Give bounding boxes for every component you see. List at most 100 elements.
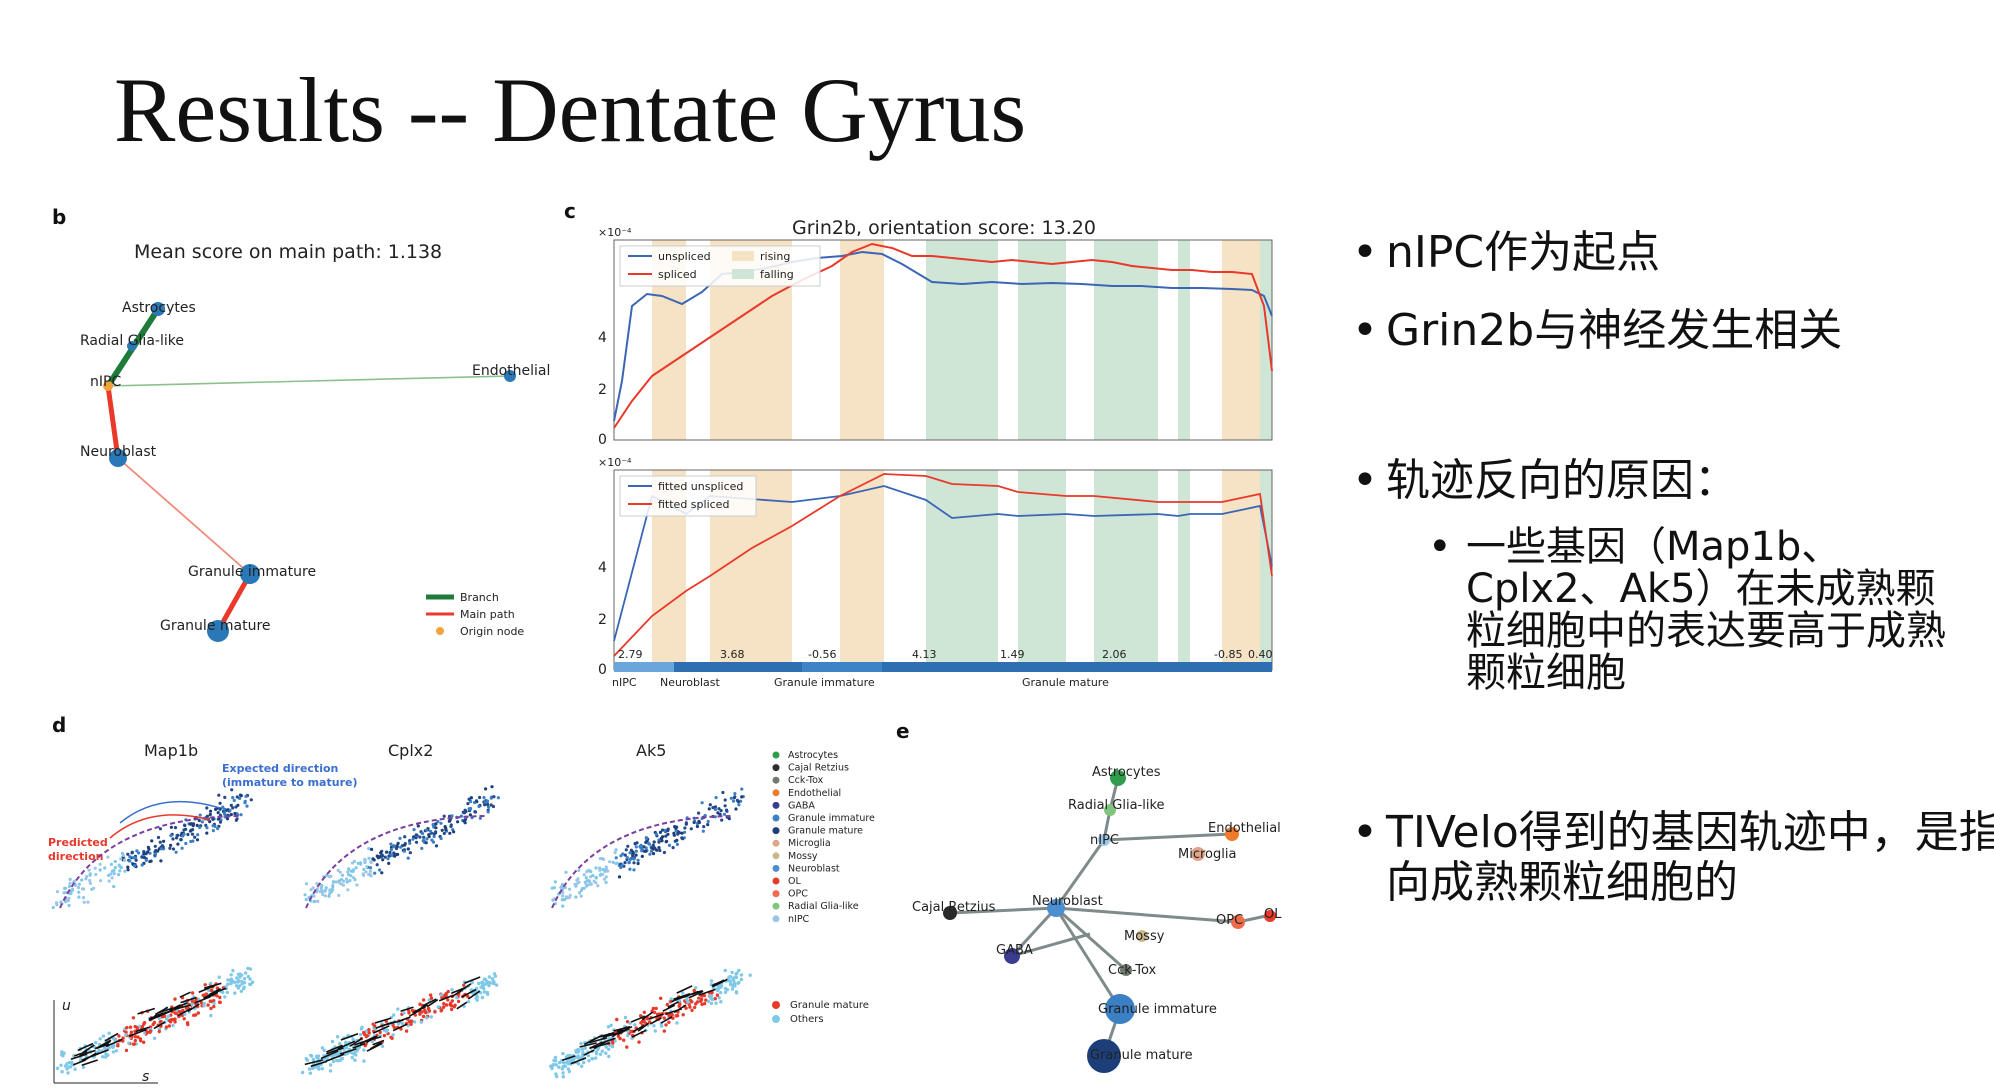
scatter-point: [135, 849, 139, 853]
scatter-point: [626, 844, 630, 848]
scatter-point: [563, 897, 567, 901]
scatter-point: [676, 832, 680, 836]
scatter-point: [411, 837, 415, 841]
scatter-point: [492, 972, 497, 976]
scatter-point: [582, 873, 586, 877]
scatter-point: [420, 846, 424, 850]
panel-d-letter: d: [52, 713, 66, 737]
scatter-point: [716, 987, 721, 991]
scatter-point: [121, 853, 126, 857]
scatter-point: [730, 970, 734, 975]
scatter-point: [718, 812, 722, 816]
scatter-point: [655, 848, 659, 852]
scatter-point: [323, 888, 328, 892]
velocity-arrow: [179, 991, 191, 998]
scatter-point: [632, 868, 636, 872]
scatter-point: [422, 838, 426, 843]
segment-score-4: 4.13: [912, 648, 937, 661]
scatter-point: [620, 863, 624, 867]
scatter-point: [340, 877, 344, 882]
scatter-point: [63, 1064, 68, 1068]
scatter-point: [92, 886, 96, 890]
scatter-point: [113, 865, 117, 870]
scatter-point: [55, 890, 60, 894]
scatter-point: [442, 814, 446, 818]
scatter-point: [406, 856, 410, 860]
scatter-point: [431, 823, 435, 827]
velocity-arrow: [630, 1015, 646, 1023]
scatter-point: [602, 877, 607, 881]
scatter-point: [169, 843, 173, 847]
scatter-point: [351, 1037, 355, 1042]
scatter-point: [112, 872, 116, 876]
scatter-point: [444, 1003, 449, 1007]
scatter-point: [564, 870, 568, 874]
scatter-point: [622, 1038, 626, 1042]
scatter-point: [658, 848, 662, 853]
scatter-point: [734, 807, 738, 811]
velocity-arrow: [153, 1021, 166, 1030]
velocity-arrow: [392, 1023, 408, 1032]
velocity-arrow: [637, 1022, 650, 1032]
scatter-point: [473, 810, 477, 814]
scatter-point: [449, 823, 453, 827]
scatter-point: [139, 1039, 143, 1043]
scatter-point: [683, 826, 687, 830]
scatter-point: [609, 1023, 613, 1027]
scatter-point: [579, 894, 583, 898]
scatter-point: [367, 856, 371, 860]
scatter-point: [233, 980, 237, 984]
scatter-point: [142, 1040, 146, 1044]
annotation-expected-line2: (immature to mature): [222, 776, 357, 789]
e-node-mossy: [1136, 930, 1148, 942]
scatter-point: [239, 813, 243, 817]
scatter-point: [739, 973, 744, 977]
scatter-point: [577, 868, 581, 873]
scatter-point: [604, 1044, 608, 1049]
scatter-point: [567, 1069, 572, 1074]
scatter-point: [350, 861, 355, 865]
velocity-arrow: [374, 1017, 392, 1024]
legend-celltype-label: Astrocytes: [788, 750, 838, 761]
bullet-2-text: Grin2b与神经发生相关: [1386, 305, 1843, 356]
velocity-arrow: [95, 1043, 110, 1050]
scatter-point: [589, 870, 593, 874]
velocity-arrow: [426, 999, 439, 1008]
scatter-point: [128, 1025, 133, 1029]
scatter-point: [439, 1008, 444, 1012]
scatter-point: [474, 996, 478, 1001]
scatter-point: [418, 1002, 422, 1006]
scatter-point: [244, 794, 248, 798]
scatter-point: [198, 813, 202, 817]
scatter-point: [312, 894, 316, 898]
scatter-point: [640, 847, 644, 852]
scatter-point: [596, 884, 600, 888]
scatter-point: [448, 831, 452, 835]
velocity-arrow: [310, 1060, 328, 1068]
scatter-point: [98, 862, 102, 866]
scatter-point: [713, 997, 717, 1001]
scatter-point: [576, 1062, 581, 1066]
scatter-point: [315, 887, 319, 891]
e-node-radial-glia: [1104, 804, 1116, 816]
scatter-point: [176, 842, 180, 846]
scatter-point: [320, 1067, 324, 1071]
scatter-point: [695, 1000, 699, 1004]
scatter-point: [340, 1057, 344, 1061]
scatter-point: [702, 1001, 707, 1006]
scatter-point: [390, 853, 394, 857]
scatter-point: [85, 874, 89, 879]
scatter-point: [439, 836, 443, 841]
node-radial-glia: [127, 341, 137, 351]
scatter-point: [639, 843, 643, 847]
scatter-point: [637, 1040, 641, 1044]
e-label-neuroblast: Neuroblast: [1032, 894, 1103, 909]
scatter-point: [552, 1062, 556, 1067]
scatter-point: [246, 974, 250, 979]
scatter-point: [97, 1048, 101, 1053]
scatter-point: [734, 975, 738, 979]
scatter-point: [721, 790, 725, 795]
scatter-point: [561, 894, 565, 898]
scatter-point: [657, 846, 661, 850]
scatter-point: [203, 983, 207, 987]
